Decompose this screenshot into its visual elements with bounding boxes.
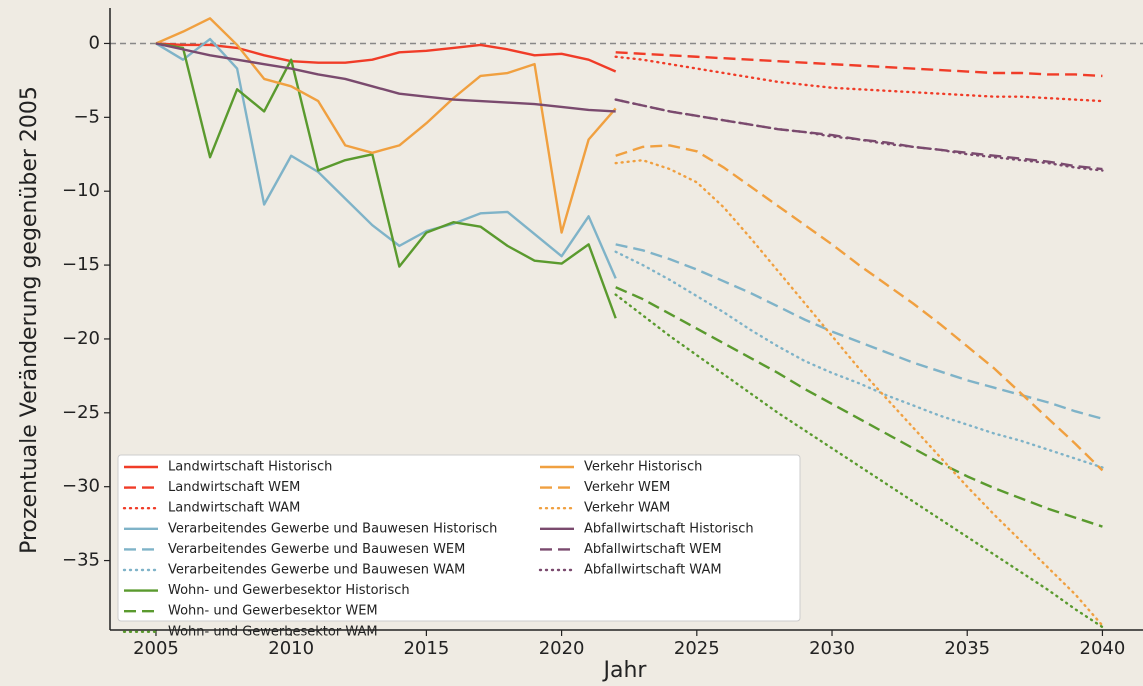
series-line: [155, 17, 617, 234]
y-axis-label: Prozentuale Veränderung gegenüber 2005: [17, 86, 42, 554]
legend-label: Landwirtschaft WEM: [168, 480, 300, 495]
series-line: [615, 286, 1103, 528]
legend-label: Wohn- und Gewerbesektor Historisch: [168, 583, 410, 598]
series-line: [614, 158, 1104, 627]
series-line: [155, 42, 617, 319]
series-line: [614, 293, 1104, 629]
x-axis-label: Jahr: [602, 658, 648, 683]
series-line: [614, 55, 1104, 103]
legend-label: Abfallwirtschaft WAM: [584, 563, 722, 578]
legend-label: Landwirtschaft Historisch: [168, 460, 332, 475]
y-tick-label: −35: [62, 550, 100, 571]
series-line: [614, 98, 1104, 172]
x-tick-label: 2035: [944, 638, 990, 659]
x-tick-label: 2015: [403, 638, 449, 659]
series-line: [155, 42, 617, 73]
x-tick-label: 2040: [1080, 638, 1126, 659]
series-line: [615, 51, 1103, 78]
legend-label: Abfallwirtschaft Historisch: [584, 521, 754, 536]
legend-label: Verarbeitendes Gewerbe und Bauwesen WEM: [168, 542, 465, 557]
x-tick-label: 2025: [674, 638, 720, 659]
y-tick-label: −25: [62, 402, 100, 423]
series-line: [614, 250, 1104, 469]
legend-label: Abfallwirtschaft WEM: [584, 542, 722, 557]
series-line: [615, 98, 1103, 171]
y-tick-label: −15: [62, 254, 100, 275]
x-tick-label: 2005: [133, 638, 179, 659]
x-tick-label: 2030: [809, 638, 855, 659]
series-line: [155, 42, 616, 113]
legend: Landwirtschaft Historisch Landwirtschaft …: [117, 454, 801, 639]
legend-label: Wohn- und Gewerbesektor WEM: [168, 604, 378, 619]
legend-label: Verkehr Historisch: [584, 460, 702, 475]
legend-label: Verkehr WAM: [584, 501, 670, 516]
legend-label: Verarbeitendes Gewerbe und Bauwesen WAM: [168, 563, 465, 578]
y-tick-label: −10: [62, 180, 100, 201]
legend-frame: [117, 454, 801, 622]
legend-label: Landwirtschaft WAM: [168, 501, 300, 516]
y-tick-label: −30: [62, 476, 100, 497]
series-line: [615, 144, 1104, 472]
legend-label: Verarbeitendes Gewerbe und Bauwesen Hist…: [168, 521, 497, 536]
legend-label: Wohn- und Gewerbesektor WAM: [168, 624, 378, 639]
x-tick-label: 2010: [268, 638, 314, 659]
y-tick-label: −5: [73, 106, 100, 127]
y-tick-label: 0: [89, 32, 100, 53]
series-line: [155, 37, 617, 279]
legend-label: Verkehr WEM: [584, 480, 670, 495]
x-tick-label: 2020: [539, 638, 585, 659]
y-tick-label: −20: [62, 328, 100, 349]
